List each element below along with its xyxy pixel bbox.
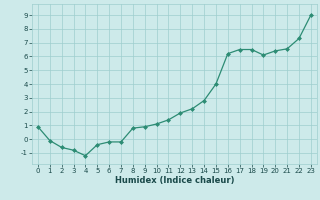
X-axis label: Humidex (Indice chaleur): Humidex (Indice chaleur) <box>115 176 234 185</box>
